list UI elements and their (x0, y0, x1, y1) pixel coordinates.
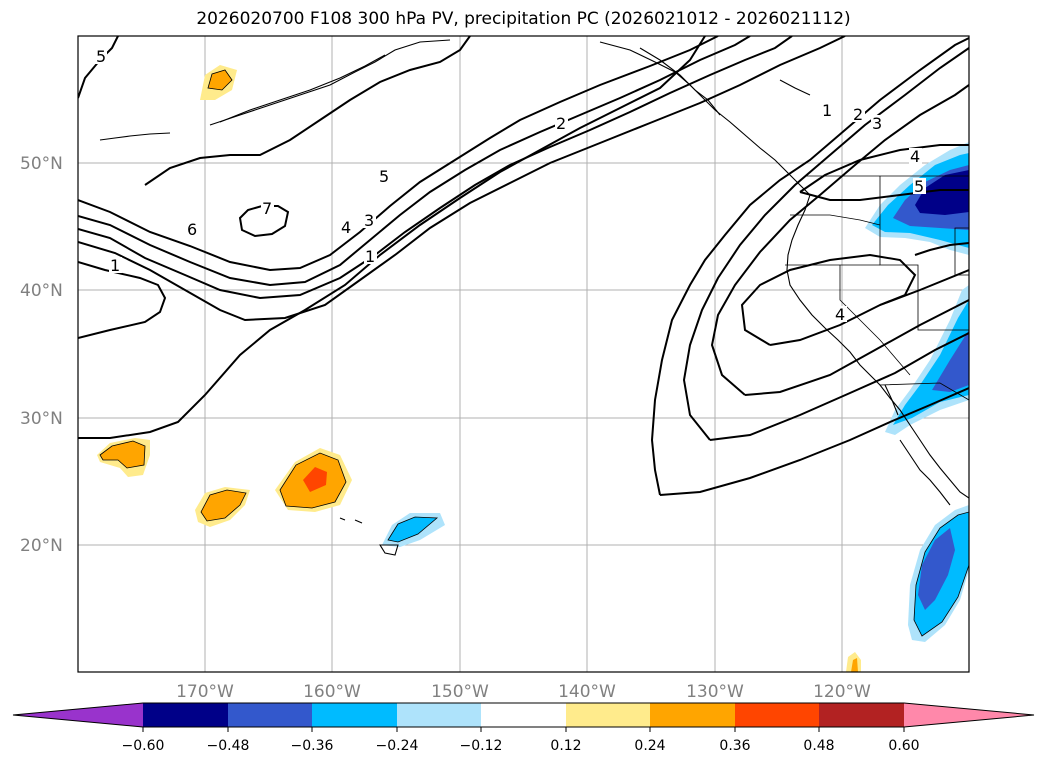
map-frame (77, 35, 970, 673)
contour-label: 5 (96, 47, 106, 66)
pv-contours (78, 36, 969, 496)
colorbar-bin (397, 703, 482, 727)
colorbar-extend-low (13, 703, 143, 727)
precip-negative-shading (382, 142, 969, 642)
colorbar-tick-label: −0.24 (376, 738, 419, 754)
lat-label: 50°N (20, 154, 63, 174)
contour-label: 1 (110, 256, 120, 275)
lon-label: 160°W (303, 682, 361, 702)
contour-label: 2 (556, 114, 566, 133)
lon-label: 130°W (686, 682, 744, 702)
contour-label: 3 (872, 114, 882, 133)
lon-label: 140°W (558, 682, 616, 702)
colorbar-tick-label: −0.36 (291, 738, 334, 754)
lon-label: 170°W (176, 682, 234, 702)
latitude-labels: 50°N 40°N 30°N 20°N (20, 154, 63, 556)
lat-label: 40°N (20, 281, 63, 301)
contour-label: 5 (914, 177, 924, 196)
colorbar-bin (566, 703, 651, 727)
precip-shading-outlines (99, 69, 969, 637)
colorbar-tick-label: 0.12 (550, 738, 581, 754)
colorbar-bin (650, 703, 735, 727)
colorbar-tick-label: 0.48 (803, 738, 834, 754)
contour-label: 6 (187, 220, 197, 239)
colorbar-bin (228, 703, 313, 727)
contour-label: 7 (262, 199, 272, 218)
map-background (78, 36, 969, 672)
colorbar-bin (481, 703, 566, 727)
colorbar-tick-label: 0.60 (888, 738, 919, 754)
colorbar-bin (143, 703, 228, 727)
lon-label: 150°W (431, 682, 489, 702)
contour-label: 4 (910, 147, 920, 166)
contour-label: 4 (835, 305, 845, 324)
contour-label: 5 (379, 167, 389, 186)
pv-contour-labels: 5 6 7 1 5 4 3 1 2 1 2 3 4 5 4 (94, 47, 926, 324)
colorbar-extend-high (904, 703, 1034, 727)
colorbar-tick-label: −0.48 (207, 738, 250, 754)
contour-label: 3 (364, 211, 374, 230)
map-title: 2026020700 F108 300 hPa PV, precipitatio… (196, 9, 851, 29)
colorbar-tick-label: −0.12 (460, 738, 503, 754)
colorbar-tick-label: 0.24 (634, 738, 665, 754)
contour-label: 4 (341, 218, 351, 237)
colorbar-bin (312, 703, 397, 727)
contour-label: 1 (822, 101, 832, 120)
colorbar: −0.60 −0.48 −0.36 −0.24 −0.12 0.12 0.24 … (12, 702, 1035, 754)
coastlines (99, 39, 969, 556)
lat-label: 30°N (20, 409, 63, 429)
contour-label: 1 (365, 247, 375, 266)
contour-label: 2 (853, 105, 863, 124)
political-borders (785, 175, 969, 401)
colorbar-tick-label: 0.36 (719, 738, 750, 754)
map-content (78, 36, 969, 672)
colorbar-bin (735, 703, 820, 727)
lat-label: 20°N (20, 536, 63, 556)
longitude-labels: 170°W 160°W 150°W 140°W 130°W 120°W (176, 682, 871, 702)
colorbar-tick-label: −0.60 (122, 738, 165, 754)
lon-label: 120°W (813, 682, 871, 702)
colorbar-bin (819, 703, 904, 727)
